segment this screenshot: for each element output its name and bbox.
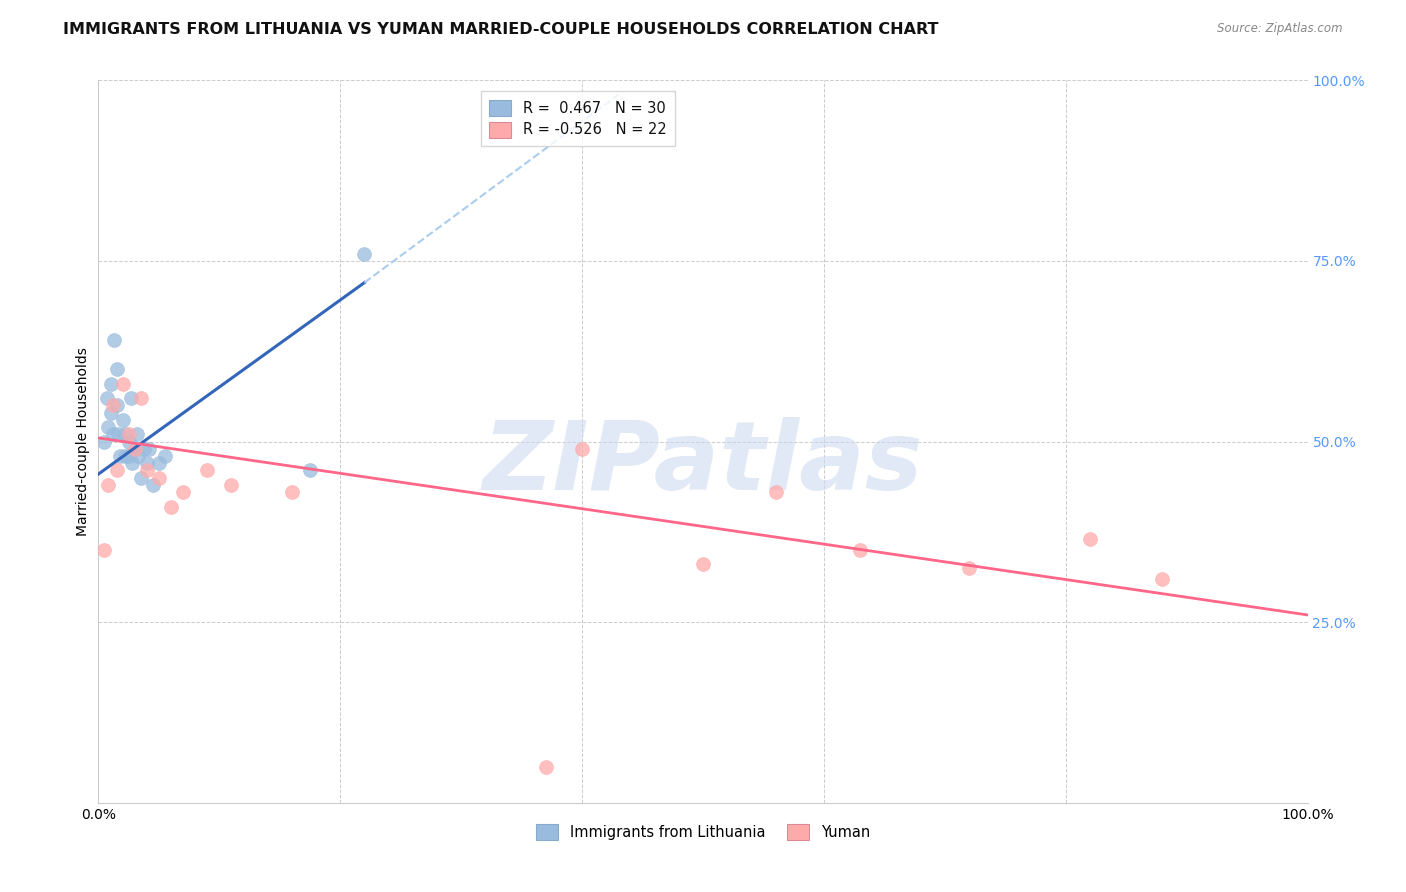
Point: [105, 463, 128, 477]
Point: [129, 470, 152, 484]
Point: [118, 427, 141, 442]
Point: [118, 449, 141, 463]
Point: [93, 434, 115, 449]
Point: [299, 463, 322, 477]
Point: [127, 427, 149, 442]
Point: [153, 449, 176, 463]
Point: [111, 413, 134, 427]
Point: [114, 449, 136, 463]
Point: [97, 420, 120, 434]
Text: IMMIGRANTS FROM LITHUANIA VS YUMAN MARRIED-COUPLE HOUSEHOLDS CORRELATION CHART: IMMIGRANTS FROM LITHUANIA VS YUMAN MARRI…: [63, 22, 939, 37]
Point: [97, 478, 120, 492]
Point: [111, 376, 134, 391]
Point: [281, 485, 304, 500]
Point: [353, 246, 375, 260]
Point: [957, 561, 980, 575]
Point: [100, 376, 122, 391]
Point: [148, 470, 170, 484]
Point: [221, 478, 243, 492]
Point: [1078, 532, 1101, 546]
Point: [765, 485, 787, 500]
Point: [96, 391, 118, 405]
Point: [100, 406, 122, 420]
Point: [101, 398, 124, 412]
Y-axis label: Married-couple Households: Married-couple Households: [76, 347, 90, 536]
Point: [105, 398, 128, 412]
Point: [849, 542, 872, 557]
Point: [142, 478, 165, 492]
Point: [120, 391, 142, 405]
Point: [127, 449, 149, 463]
Point: [103, 334, 125, 348]
Point: [1152, 572, 1174, 586]
Point: [105, 362, 128, 376]
Text: Source: ZipAtlas.com: Source: ZipAtlas.com: [1218, 22, 1343, 36]
Point: [134, 442, 156, 456]
Text: ZIPatlas: ZIPatlas: [482, 417, 924, 509]
Point: [135, 456, 157, 470]
Point: [138, 442, 160, 456]
Point: [93, 542, 115, 557]
Point: [692, 558, 714, 572]
Point: [160, 500, 183, 514]
Point: [172, 485, 194, 500]
Point: [121, 456, 143, 470]
Point: [114, 427, 136, 442]
Point: [101, 427, 124, 442]
Point: [571, 442, 593, 456]
Point: [118, 434, 141, 449]
Legend: Immigrants from Lithuania, Yuman: Immigrants from Lithuania, Yuman: [530, 819, 876, 847]
Point: [129, 391, 152, 405]
Point: [124, 442, 146, 456]
Point: [135, 463, 157, 477]
Point: [107, 427, 129, 442]
Point: [195, 463, 218, 477]
Point: [124, 442, 146, 456]
Point: [534, 760, 557, 774]
Point: [148, 456, 170, 470]
Point: [108, 449, 131, 463]
